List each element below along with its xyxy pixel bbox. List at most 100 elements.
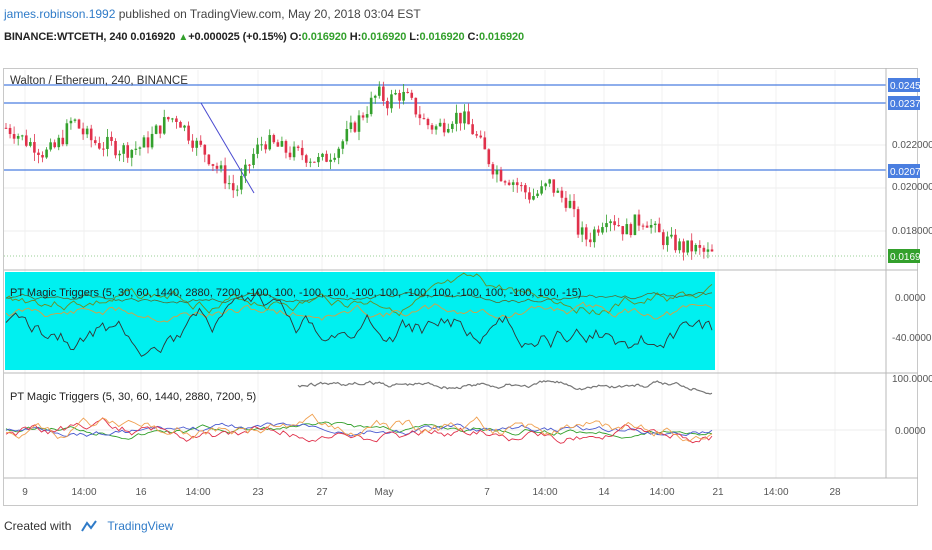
ind2-series-gray bbox=[297, 380, 713, 395]
candle-body bbox=[142, 137, 146, 148]
candle-body bbox=[702, 247, 706, 252]
candle-body bbox=[398, 92, 401, 101]
level-badge-1 bbox=[888, 96, 920, 110]
created-with-text: Created with bbox=[4, 519, 72, 533]
candle-body bbox=[568, 200, 572, 208]
time-label-5: 27 bbox=[316, 487, 328, 498]
candle-body bbox=[613, 221, 616, 226]
indicator-2-title: PT Magic Triggers (5, 30, 60, 1440, 2880… bbox=[10, 391, 256, 403]
candle-body bbox=[584, 227, 588, 240]
candle-body bbox=[576, 209, 580, 235]
tradingview-brand-link[interactable]: TradingView bbox=[107, 519, 174, 533]
candle-body bbox=[162, 117, 166, 134]
candle-body bbox=[564, 197, 568, 208]
time-axis[interactable]: 9 14:00 16 14:00 23 27 May 7 14:00 14 14:00 21 14:00… bbox=[22, 487, 841, 498]
indicator-pane-1[interactable]: PT Magic Triggers (5, 30, 60, 1440, 2880… bbox=[5, 272, 932, 370]
candle-body bbox=[231, 183, 235, 191]
horizontal-levels[interactable] bbox=[4, 84, 886, 171]
candle-body bbox=[373, 95, 377, 98]
candle-body bbox=[414, 97, 418, 115]
indicator-1-background bbox=[5, 272, 715, 370]
candle-body bbox=[268, 135, 272, 150]
trend-line[interactable] bbox=[200, 102, 255, 194]
candle-body bbox=[24, 135, 28, 146]
candle-body bbox=[37, 152, 40, 155]
candle-body bbox=[134, 148, 138, 150]
candle-body bbox=[491, 164, 495, 175]
time-label-1: 14:00 bbox=[71, 487, 96, 498]
candle-body bbox=[325, 153, 328, 162]
candle-body bbox=[463, 111, 466, 124]
close-value: 0.016920 bbox=[478, 31, 525, 43]
price-axis[interactable]: 0.022000 0.020000 0.018000 0.024532 0.02… bbox=[888, 78, 932, 263]
candle-body bbox=[649, 225, 653, 228]
low-value: 0.016920 bbox=[419, 31, 465, 43]
candle-body bbox=[593, 229, 596, 243]
indicator-1-series bbox=[5, 272, 713, 357]
candle-body bbox=[114, 140, 117, 156]
indicator-pane-2[interactable]: PT Magic Triggers (5, 30, 60, 1440, 2880… bbox=[4, 374, 932, 444]
open-value: 0.016920 bbox=[301, 31, 347, 43]
candle-body bbox=[195, 140, 199, 148]
candle-body bbox=[203, 144, 207, 155]
candle-body bbox=[175, 118, 178, 122]
candle-body bbox=[597, 229, 600, 233]
candle-body bbox=[223, 165, 227, 184]
author-link[interactable]: james.robinson.1992 bbox=[4, 7, 116, 21]
candle-body bbox=[219, 165, 223, 169]
candle-body bbox=[446, 128, 450, 133]
candle-body bbox=[130, 149, 134, 158]
candle-body bbox=[256, 144, 259, 154]
price-change: +0.000025 (+0.15%) bbox=[188, 31, 287, 43]
candle-body bbox=[666, 236, 669, 246]
chart-canvas[interactable]: Walton / Ethereum, 240, BINANCE 0.022000… bbox=[0, 0, 932, 510]
candle-body bbox=[272, 135, 276, 143]
candle-body bbox=[264, 144, 267, 150]
candles bbox=[4, 81, 714, 261]
candle-body bbox=[633, 214, 637, 236]
candle-body bbox=[98, 143, 101, 149]
candle-body bbox=[85, 128, 89, 135]
level-badge-0 bbox=[888, 78, 920, 92]
candle-body bbox=[345, 129, 349, 142]
candle-body bbox=[479, 135, 483, 138]
candle-body bbox=[386, 100, 389, 109]
candle-body bbox=[61, 137, 65, 145]
symbol-quote-line: BINANCE:WTCETH, 240 0.016920 ▲+0.000025 … bbox=[4, 31, 524, 43]
level-badge-label-2: 0.020756 bbox=[890, 167, 932, 178]
footer: Created with TradingView bbox=[4, 519, 173, 533]
candle-body bbox=[540, 186, 543, 194]
candle-body bbox=[171, 118, 174, 120]
candle-body bbox=[317, 156, 320, 163]
ind2-series-red bbox=[5, 417, 713, 444]
candle-body bbox=[118, 153, 121, 156]
candle-body bbox=[532, 196, 535, 200]
candle-body bbox=[349, 122, 353, 130]
open-label: O: bbox=[289, 31, 302, 43]
level-badge-label-1: 0.023749 bbox=[890, 99, 932, 110]
indicator-2-series bbox=[5, 380, 713, 444]
candle-body bbox=[8, 127, 12, 135]
candle-body bbox=[313, 161, 316, 163]
candle-body bbox=[244, 164, 247, 176]
candle-body bbox=[637, 214, 641, 226]
high-value: 0.016920 bbox=[361, 31, 407, 43]
ind1-series-orange bbox=[5, 301, 713, 323]
candle-body bbox=[106, 136, 109, 149]
ind2-axis-label-100: 100.0000 bbox=[892, 374, 932, 385]
candle-body bbox=[426, 119, 430, 126]
candle-body bbox=[53, 142, 56, 148]
candle-body bbox=[552, 179, 556, 193]
candle-body bbox=[33, 142, 36, 153]
ind1-series-olive bbox=[5, 291, 713, 304]
candle-body bbox=[645, 225, 649, 228]
candle-body bbox=[560, 190, 564, 198]
candle-body bbox=[227, 183, 231, 185]
candle-body bbox=[292, 146, 296, 158]
axis-label-0018: 0.018000 bbox=[892, 226, 932, 237]
candle-body bbox=[662, 232, 665, 246]
candle-body bbox=[580, 227, 584, 235]
candle-body bbox=[365, 114, 369, 118]
candle-body bbox=[248, 164, 251, 166]
candle-body bbox=[653, 223, 657, 226]
